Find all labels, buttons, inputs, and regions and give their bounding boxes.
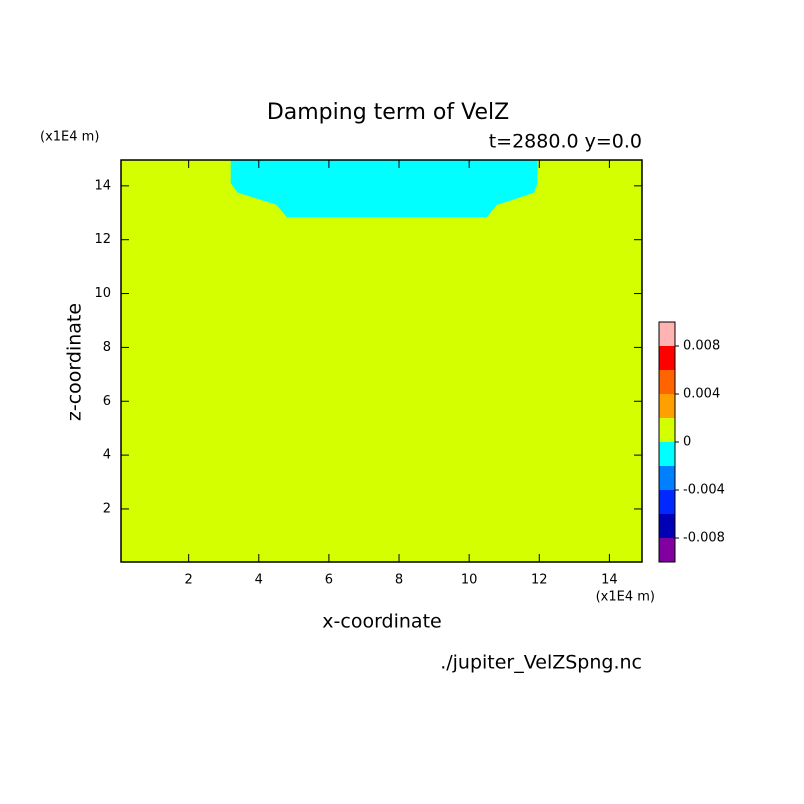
colorbar-band bbox=[659, 514, 675, 538]
colorbar-band bbox=[659, 490, 675, 514]
y-unit: (x1E4 m) bbox=[40, 130, 99, 145]
x-tick-label: 12 bbox=[531, 573, 548, 588]
x-tick-label: 14 bbox=[601, 573, 618, 588]
colorbar-tick-label: 0.004 bbox=[683, 387, 720, 402]
colorbar-band bbox=[659, 346, 675, 370]
colorbar-tick-label: -0.008 bbox=[683, 531, 725, 546]
y-tick-label: 10 bbox=[94, 286, 111, 301]
x-unit: (x1E4 m) bbox=[596, 590, 655, 605]
colorbar-band bbox=[659, 370, 675, 394]
y-tick-label: 12 bbox=[94, 232, 111, 247]
source-file: ./jupiter_VelZSpng.nc bbox=[440, 652, 642, 674]
plot-frame bbox=[120, 159, 643, 563]
x-tick-label: 2 bbox=[185, 573, 193, 588]
chart-title: Damping term of VelZ bbox=[267, 100, 509, 125]
x-tick-label: 10 bbox=[461, 573, 478, 588]
colorbar-band bbox=[659, 466, 675, 490]
y-axis-label: z-coordinate bbox=[64, 303, 86, 421]
y-tick-label: 2 bbox=[103, 501, 111, 516]
y-tick-label: 6 bbox=[103, 394, 111, 409]
colorbar-band bbox=[659, 322, 675, 346]
colorbar-band bbox=[659, 418, 675, 442]
field-background bbox=[121, 160, 642, 562]
x-tick-label: 8 bbox=[395, 573, 403, 588]
x-tick-label: 6 bbox=[325, 573, 333, 588]
colorbar-band bbox=[659, 394, 675, 418]
chart-subtitle: t=2880.0 y=0.0 bbox=[489, 131, 642, 153]
colorbar-tick-label: 0.008 bbox=[683, 339, 720, 354]
colorbar-band bbox=[659, 538, 675, 562]
colorbar-tick-label: 0 bbox=[683, 435, 691, 450]
y-tick-label: 4 bbox=[103, 448, 111, 463]
y-tick-label: 14 bbox=[94, 178, 111, 193]
y-tick-label: 8 bbox=[103, 340, 111, 355]
x-axis-label: x-coordinate bbox=[322, 611, 441, 633]
x-tick-label: 4 bbox=[255, 573, 263, 588]
contour-region bbox=[230, 160, 538, 218]
colorbar-tick-label: -0.004 bbox=[683, 483, 725, 498]
colorbar-band bbox=[659, 442, 675, 466]
